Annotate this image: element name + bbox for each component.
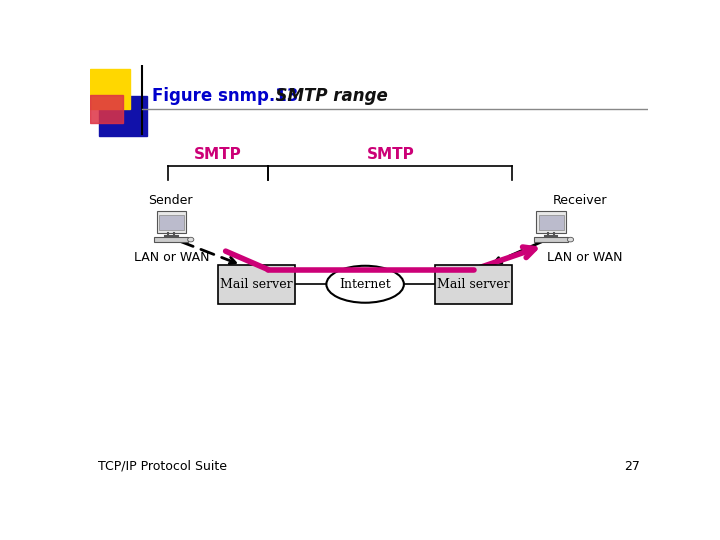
- Text: Figure snmp.13: Figure snmp.13: [152, 86, 298, 105]
- Bar: [99, 96, 148, 136]
- Bar: [157, 211, 186, 233]
- Bar: [159, 215, 184, 231]
- Text: LAN or WAN: LAN or WAN: [134, 251, 210, 264]
- Text: SMTP range: SMTP range: [264, 86, 388, 105]
- Text: Internet: Internet: [339, 278, 391, 291]
- Text: SMTP: SMTP: [366, 147, 414, 162]
- Bar: [218, 265, 295, 303]
- Ellipse shape: [567, 237, 574, 242]
- Ellipse shape: [326, 266, 404, 303]
- Text: Receiver: Receiver: [553, 194, 607, 207]
- Bar: [536, 211, 566, 233]
- Ellipse shape: [188, 237, 194, 242]
- Bar: [435, 265, 513, 303]
- Bar: [539, 215, 564, 231]
- Bar: [154, 237, 189, 242]
- Text: SMTP: SMTP: [194, 147, 242, 162]
- Text: Sender: Sender: [148, 194, 193, 207]
- Bar: [90, 69, 130, 109]
- Bar: [534, 237, 568, 242]
- Text: Mail server: Mail server: [220, 278, 293, 291]
- Text: TCP/IP Protocol Suite: TCP/IP Protocol Suite: [98, 460, 227, 473]
- Text: LAN or WAN: LAN or WAN: [547, 251, 623, 264]
- Text: Mail server: Mail server: [437, 278, 510, 291]
- Text: 27: 27: [624, 460, 640, 473]
- Bar: [90, 95, 122, 123]
